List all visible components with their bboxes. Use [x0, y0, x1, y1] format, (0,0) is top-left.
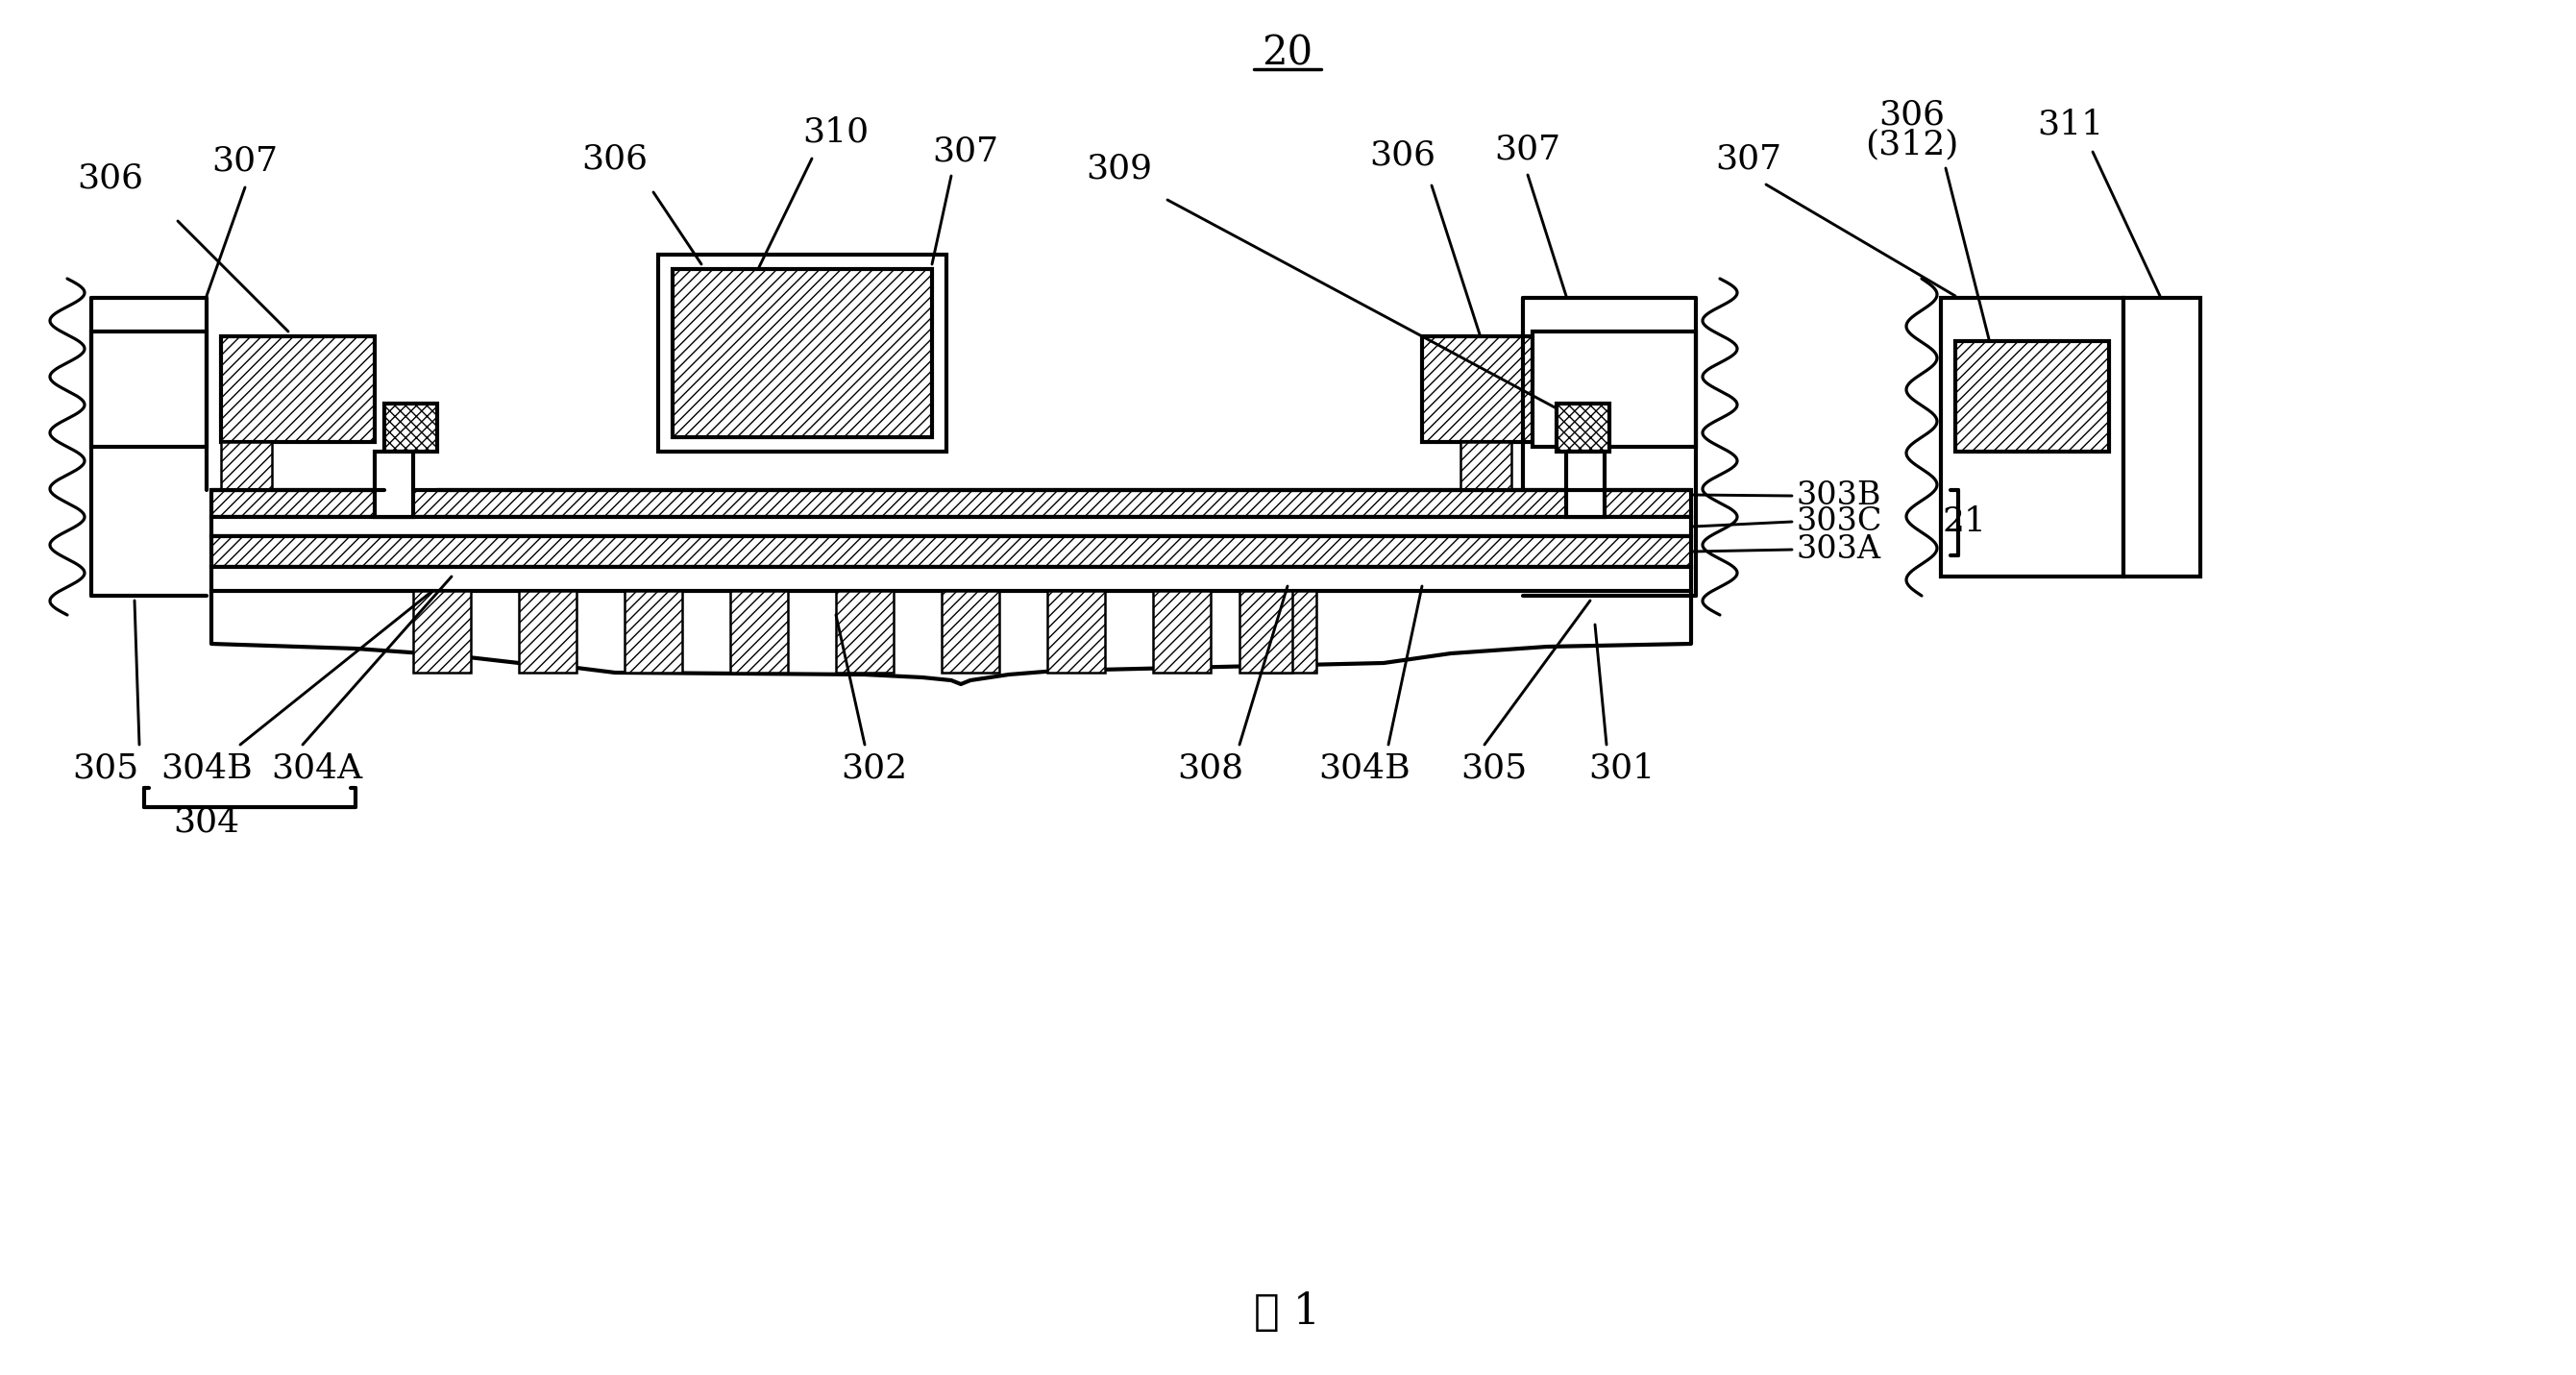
Text: 306: 306: [1370, 139, 1435, 172]
Text: 311: 311: [2038, 109, 2105, 142]
Bar: [1461, 441, 1512, 490]
Text: 305: 305: [72, 752, 139, 785]
Bar: [837, 591, 894, 672]
Bar: [623, 591, 683, 672]
Bar: [1048, 591, 1105, 672]
Text: 306: 306: [1878, 99, 1945, 132]
Text: 304: 304: [173, 806, 240, 837]
Bar: [211, 517, 1690, 536]
Bar: [222, 337, 374, 441]
Bar: [211, 566, 1690, 591]
Bar: [659, 254, 945, 451]
Bar: [729, 591, 788, 672]
Text: 308: 308: [1177, 752, 1244, 785]
Bar: [1955, 341, 2110, 451]
Bar: [1940, 298, 2123, 576]
Bar: [90, 331, 206, 447]
Bar: [1260, 591, 1316, 672]
Text: 306: 306: [582, 142, 649, 175]
Bar: [412, 591, 471, 672]
Bar: [943, 591, 999, 672]
Text: 301: 301: [1589, 752, 1656, 785]
Text: 20: 20: [1262, 33, 1314, 73]
Bar: [1566, 451, 1605, 517]
Text: 304B: 304B: [1319, 752, 1412, 785]
Bar: [2123, 298, 2200, 576]
Text: 303B: 303B: [1798, 480, 1880, 512]
Text: 307: 307: [211, 146, 278, 177]
Bar: [1422, 337, 1577, 441]
Bar: [518, 591, 577, 672]
Bar: [1556, 404, 1610, 451]
Bar: [211, 536, 1690, 566]
Text: 310: 310: [804, 117, 868, 148]
Text: (312): (312): [1865, 128, 1958, 161]
Text: 303C: 303C: [1798, 506, 1883, 538]
Bar: [374, 451, 412, 517]
Bar: [1154, 591, 1211, 672]
Bar: [211, 490, 1690, 517]
Text: 305: 305: [1461, 752, 1528, 785]
Text: 304B: 304B: [160, 752, 252, 785]
Text: 303A: 303A: [1798, 535, 1880, 565]
Bar: [672, 270, 933, 437]
Bar: [1533, 331, 1695, 447]
Text: 307: 307: [933, 136, 999, 168]
Text: 307: 307: [1494, 132, 1561, 165]
Text: 21: 21: [1942, 506, 1986, 538]
Text: 307: 307: [1716, 142, 1783, 175]
Text: 309: 309: [1087, 151, 1151, 184]
Bar: [1239, 591, 1293, 672]
Text: 图 1: 图 1: [1255, 1291, 1321, 1332]
Text: 304A: 304A: [270, 752, 363, 785]
Text: 302: 302: [842, 752, 907, 785]
Bar: [222, 441, 273, 490]
Text: 306: 306: [77, 161, 144, 194]
Bar: [384, 404, 438, 451]
Polygon shape: [211, 591, 1690, 685]
